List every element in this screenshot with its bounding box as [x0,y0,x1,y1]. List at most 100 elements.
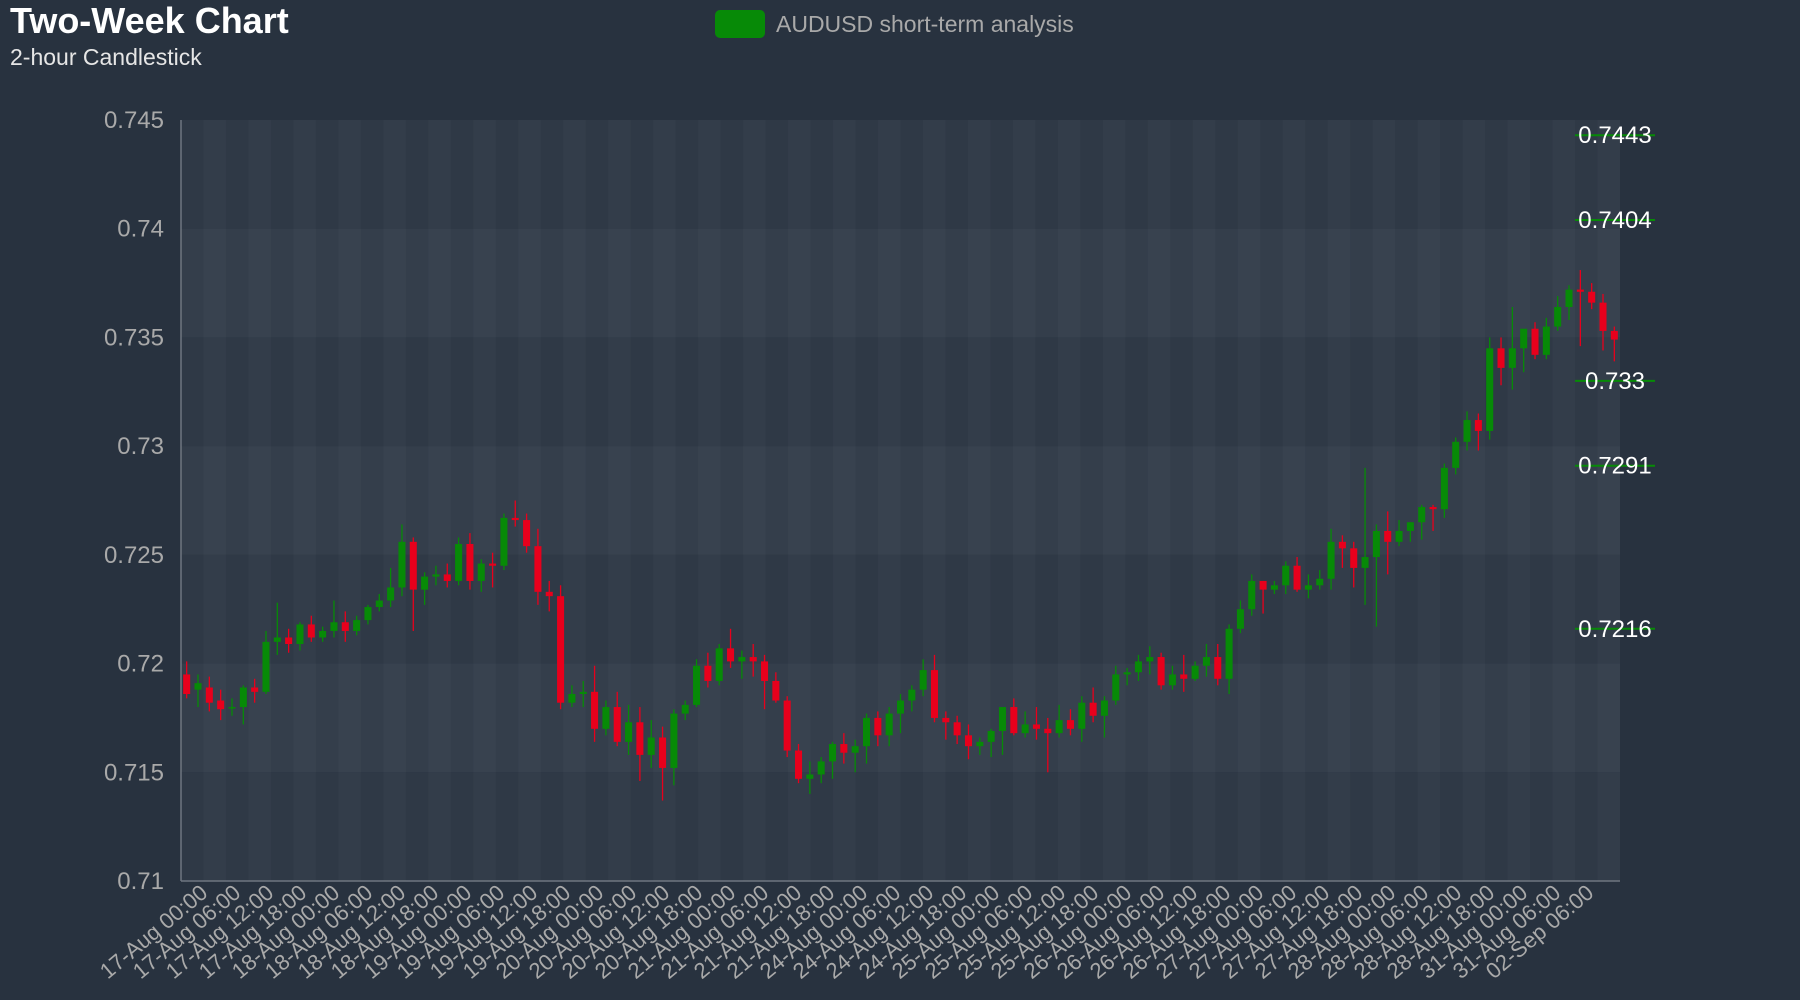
candle [443,563,451,588]
candle-body [647,737,655,755]
candle-body [896,700,905,714]
candle [1010,698,1018,736]
plot-stripe [248,120,270,881]
candle-body [1440,467,1448,510]
candle [1214,644,1222,686]
candle-body [806,774,814,779]
candle [1259,580,1267,614]
candle-body [364,607,372,621]
candle [1406,522,1414,542]
plot-stripe [383,120,405,881]
legend[interactable]: AUDUSD short-term analysis [715,10,1074,38]
candle [772,672,780,703]
candle [1168,665,1176,690]
candle [511,500,519,527]
candle-body [1316,578,1324,586]
candle [557,585,565,710]
candle [1474,413,1482,451]
candle [817,757,825,784]
candle-body [217,700,225,710]
plot-band [181,446,1620,555]
y-tick-label: 0.72 [117,651,164,678]
plot-stripe [833,120,855,881]
candle [1112,665,1120,705]
candle-body [307,624,315,638]
candle [1497,337,1505,386]
candle [534,528,542,605]
plot-stripe [293,120,315,881]
candle [1100,696,1108,738]
candle [930,654,939,723]
candle [1327,528,1335,590]
candle-body [398,541,406,588]
candle [1032,707,1040,740]
candle-body [1463,420,1471,442]
level-label: 0.7404 [1578,207,1651,234]
candle [1157,652,1165,690]
plot-stripe [878,120,900,881]
plot-background [181,120,1620,881]
candle [273,602,281,655]
candle [285,628,293,653]
candle [1180,654,1188,692]
candle-body [1610,330,1618,340]
candle-body [1089,702,1097,716]
candle [749,644,757,677]
candle [1418,504,1426,540]
candle-body [579,691,587,695]
candle-body [1599,302,1607,331]
candle [398,524,406,597]
candle-body [738,657,746,662]
candle [341,611,349,642]
candle-body [1225,628,1233,679]
candle [500,513,508,571]
candle-body [239,687,247,708]
candle-body [1259,580,1267,590]
candle-body [273,637,281,642]
candle-body [1565,289,1573,307]
candle-body [998,707,1006,731]
candle [1486,337,1494,440]
plot-band [181,228,1620,338]
candle [228,698,236,716]
plot-stripe [1283,120,1305,881]
candle-body [262,641,270,692]
plot-stripe [518,120,540,881]
candle [851,739,859,773]
candle [806,761,814,795]
candle-body [885,713,893,736]
candle [262,630,270,695]
candle [455,537,463,586]
candle [239,685,247,725]
candle-body [919,670,927,690]
y-tick-label: 0.735 [104,324,164,351]
candle [625,704,633,755]
candle [364,604,372,625]
candle [670,709,678,786]
candle [183,661,191,699]
candle [1089,687,1097,723]
candle [874,711,882,747]
plot-stripe [698,120,720,881]
candle [840,733,848,764]
candle [1304,574,1312,599]
candle-body [1486,348,1494,431]
plot-band [181,337,1620,447]
candle [568,685,576,708]
candle [387,567,395,608]
candle-body [1123,672,1131,675]
candle-body [930,670,939,718]
candle [1066,709,1074,736]
candle [1576,270,1584,347]
candle-body [511,517,519,521]
candle-body [772,680,780,701]
candle-body [183,674,191,695]
candle-body [693,665,701,705]
candle-body [1429,507,1437,510]
plot-stripe [473,120,495,881]
candle-body [817,761,825,775]
candle [896,694,905,734]
candle [353,615,361,636]
